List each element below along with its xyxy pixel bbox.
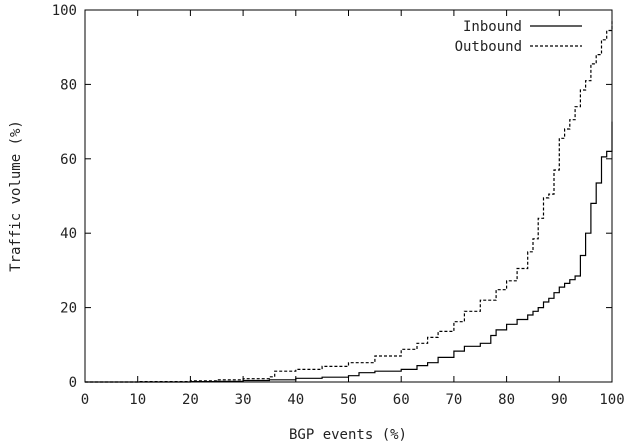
x-tick-label: 80 [498,392,515,408]
x-axis-label: BGP events (%) [289,427,407,443]
y-tick-label: 40 [60,226,77,242]
x-tick-label: 0 [81,392,89,408]
x-tick-label: 90 [551,392,568,408]
x-tick-label: 70 [445,392,462,408]
y-axis: 0 20 40 60 80 100 [52,3,612,391]
x-tick-label: 10 [129,392,146,408]
y-tick-label: 100 [52,3,77,19]
series-layer [85,21,613,383]
x-tick-label: 100 [599,392,624,408]
y-tick-label: 0 [69,375,77,391]
series-line-inbound [85,121,613,383]
y-tick-label: 80 [60,77,77,93]
legend-label-inbound: Inbound [463,19,522,35]
x-tick-label: 20 [182,392,199,408]
x-axis: 0 10 20 30 40 50 60 70 80 90 100 [81,10,625,408]
x-tick-label: 50 [340,392,357,408]
x-tick-label: 60 [393,392,410,408]
legend-label-outbound: Outbound [455,39,522,55]
y-axis-label: Traffic volume (%) [8,120,24,272]
x-tick-label: 30 [235,392,252,408]
y-tick-label: 60 [60,152,77,168]
y-tick-label: 20 [60,301,77,317]
legend: Inbound Outbound [455,19,582,55]
x-tick-label: 40 [287,392,304,408]
plot-frame [84,9,613,383]
series-line-outbound [85,21,613,383]
